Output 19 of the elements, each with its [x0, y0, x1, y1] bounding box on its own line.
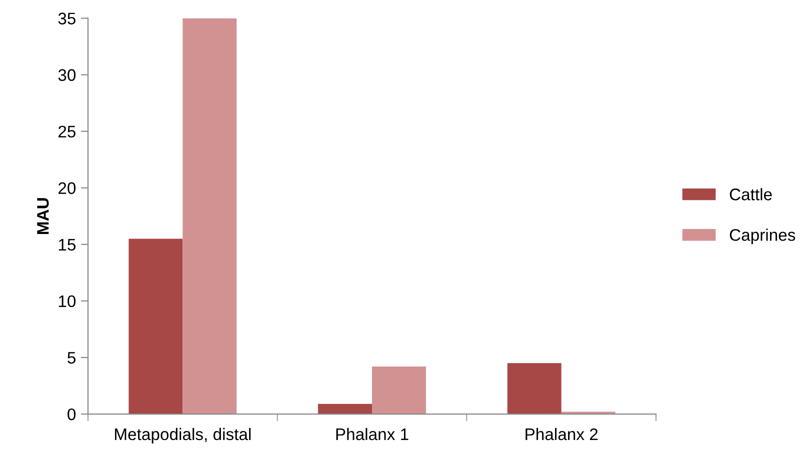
bar [182, 18, 237, 414]
legend-label: Caprines [730, 228, 796, 244]
y-tick-label: 0 [68, 408, 76, 420]
y-tick-label: 10 [58, 295, 76, 308]
y-tick-label: 30 [58, 69, 76, 81]
y-tick-label: 35 [58, 12, 76, 24]
y-tick-label: 20 [58, 182, 76, 194]
x-tick-label: Phalanx 1 [336, 428, 408, 440]
x-tick-label: Phalanx 2 [526, 428, 598, 440]
bar [318, 404, 372, 414]
legend-label: Cattle [730, 188, 772, 200]
x-tick-label: Metapodials, distal [115, 428, 251, 444]
y-tick-label: 5 [68, 352, 76, 364]
y-tick-label: 15 [58, 238, 76, 251]
bar [372, 366, 426, 414]
y-tick-label: 25 [58, 126, 76, 138]
bar [507, 363, 562, 414]
bar [128, 238, 183, 414]
y-axis-title: MAU [37, 198, 49, 234]
